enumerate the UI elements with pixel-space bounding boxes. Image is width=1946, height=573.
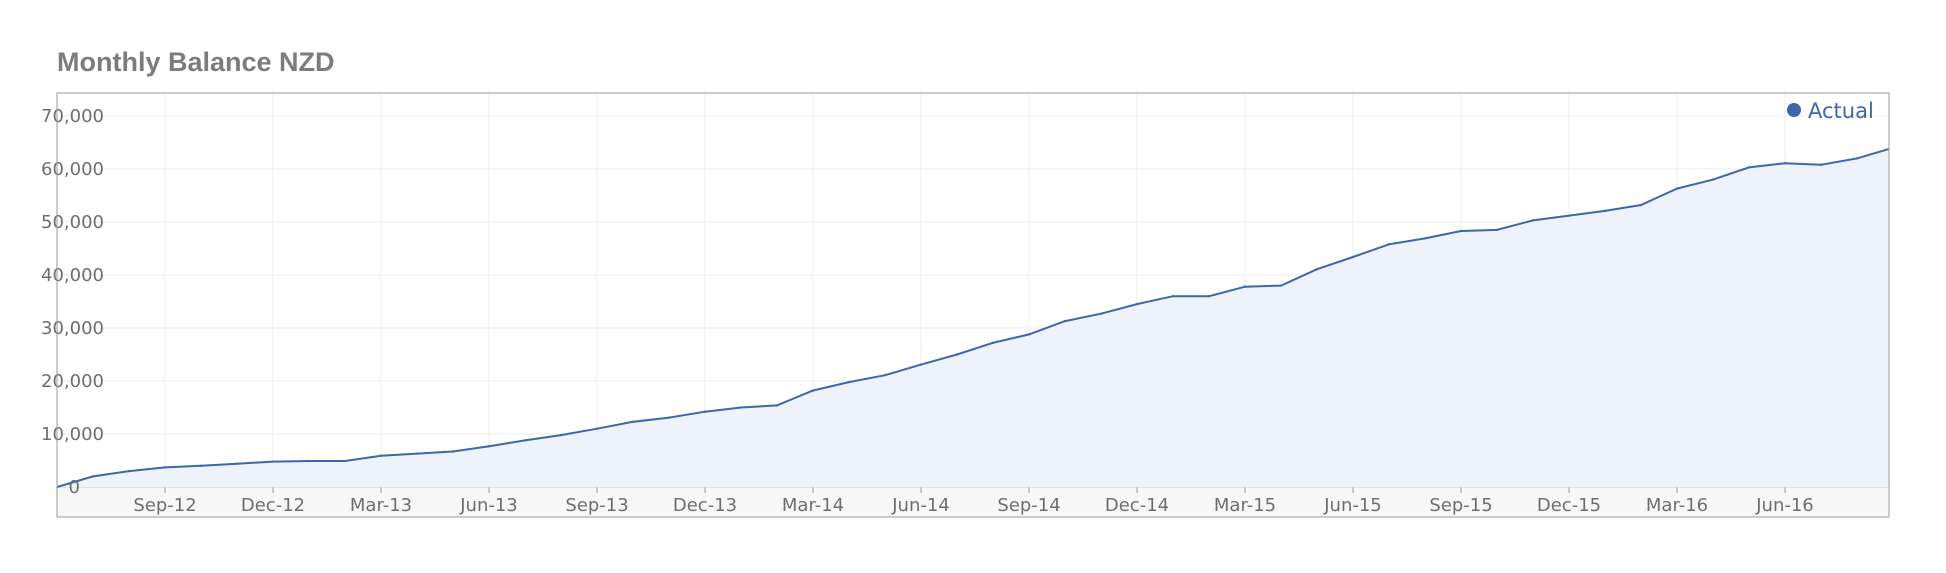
- plot-border: [56, 92, 1890, 518]
- data-point: [271, 460, 275, 463]
- y-tick-label: 10,000: [41, 424, 104, 445]
- data-point: [1747, 166, 1751, 169]
- data-point: [775, 404, 779, 407]
- y-tick-label: 40,000: [41, 265, 104, 286]
- x-tick-label: Dec-14: [1105, 495, 1169, 516]
- legend-label-actual: Actual: [1808, 99, 1874, 123]
- data-point: [1243, 285, 1247, 288]
- data-point: [883, 373, 887, 377]
- data-point: [1135, 302, 1139, 306]
- y-tick-label: 30,000: [41, 318, 104, 339]
- series-points: [91, 157, 1859, 478]
- x-tick-label: Dec-12: [241, 495, 305, 516]
- x-tick-label: Dec-15: [1537, 495, 1601, 516]
- data-point: [847, 380, 851, 384]
- data-point: [919, 363, 923, 366]
- data-point: [1351, 255, 1355, 259]
- data-point: [703, 410, 707, 413]
- data-point: [1603, 209, 1607, 213]
- series-line: [56, 147, 1890, 488]
- data-point: [1675, 187, 1679, 190]
- data-point: [163, 466, 167, 469]
- x-tick-label: Sep-12: [133, 495, 196, 516]
- data-point: [1207, 295, 1211, 298]
- data-point: [955, 353, 959, 356]
- data-point: [1639, 203, 1643, 207]
- x-tick-label: Dec-13: [673, 495, 737, 516]
- x-tick-label: Mar-15: [1214, 495, 1276, 516]
- data-point: [739, 406, 743, 409]
- x-tick-label: Jun-16: [1755, 495, 1814, 516]
- data-point: [1819, 163, 1823, 166]
- x-tick-label: Jun-14: [891, 495, 950, 516]
- data-point: [487, 444, 491, 448]
- data-point: [1423, 237, 1427, 240]
- y-tick-label: 60,000: [41, 159, 104, 180]
- data-point: [415, 452, 419, 455]
- data-point: [1567, 214, 1571, 217]
- data-point: [1387, 243, 1391, 246]
- x-tick-label: Mar-13: [350, 495, 412, 516]
- data-point: [1531, 219, 1535, 222]
- legend[interactable]: Actual: [1787, 99, 1874, 123]
- data-point: [127, 469, 131, 473]
- data-point: [1711, 178, 1715, 181]
- chart-title: Monthly Balance NZD: [57, 47, 335, 77]
- data-point: [91, 475, 95, 478]
- data-point: [451, 450, 455, 453]
- x-axis-band: [57, 487, 1889, 517]
- data-point: [343, 459, 347, 463]
- data-point: [1783, 161, 1787, 165]
- data-point: [811, 389, 815, 392]
- data-point: [1495, 228, 1499, 232]
- data-point: [523, 439, 527, 442]
- x-tick-label: Sep-15: [1429, 495, 1492, 516]
- data-point: [235, 462, 239, 465]
- x-tick-label: Jun-13: [459, 495, 518, 516]
- data-point: [1279, 284, 1283, 287]
- data-point: [1459, 229, 1463, 233]
- y-tick-label: 50,000: [41, 212, 104, 233]
- series-area-fill: [57, 148, 1889, 487]
- x-tick-label: Mar-14: [782, 495, 844, 516]
- x-tick-label: Mar-16: [1646, 495, 1708, 516]
- legend-marker: [1787, 103, 1801, 117]
- y-tick-label: 20,000: [41, 371, 104, 392]
- data-point: [379, 454, 383, 457]
- data-point: [1027, 333, 1031, 336]
- x-tick-label: Sep-13: [565, 495, 628, 516]
- data-point: [595, 427, 599, 430]
- x-tick-label: Sep-14: [997, 495, 1060, 516]
- data-point: [1099, 312, 1103, 315]
- x-axis-labels: Sep-12 Dec-12 Mar-13 Jun-13 Sep-13 Dec-13 Mar-…: [133, 495, 1813, 516]
- data-point: [991, 341, 995, 345]
- y-tick-label: 0: [69, 477, 80, 498]
- data-point: [199, 464, 203, 467]
- data-point: [559, 433, 563, 437]
- data-point: [667, 416, 671, 419]
- data-point: [1171, 295, 1175, 298]
- data-point: [1063, 319, 1067, 323]
- y-tick-label: 70,000: [41, 106, 104, 127]
- data-point: [307, 459, 311, 463]
- data-point: [1855, 157, 1859, 160]
- data-point: [1315, 267, 1319, 271]
- data-point: [631, 420, 635, 424]
- x-tick-label: Jun-15: [1323, 495, 1382, 516]
